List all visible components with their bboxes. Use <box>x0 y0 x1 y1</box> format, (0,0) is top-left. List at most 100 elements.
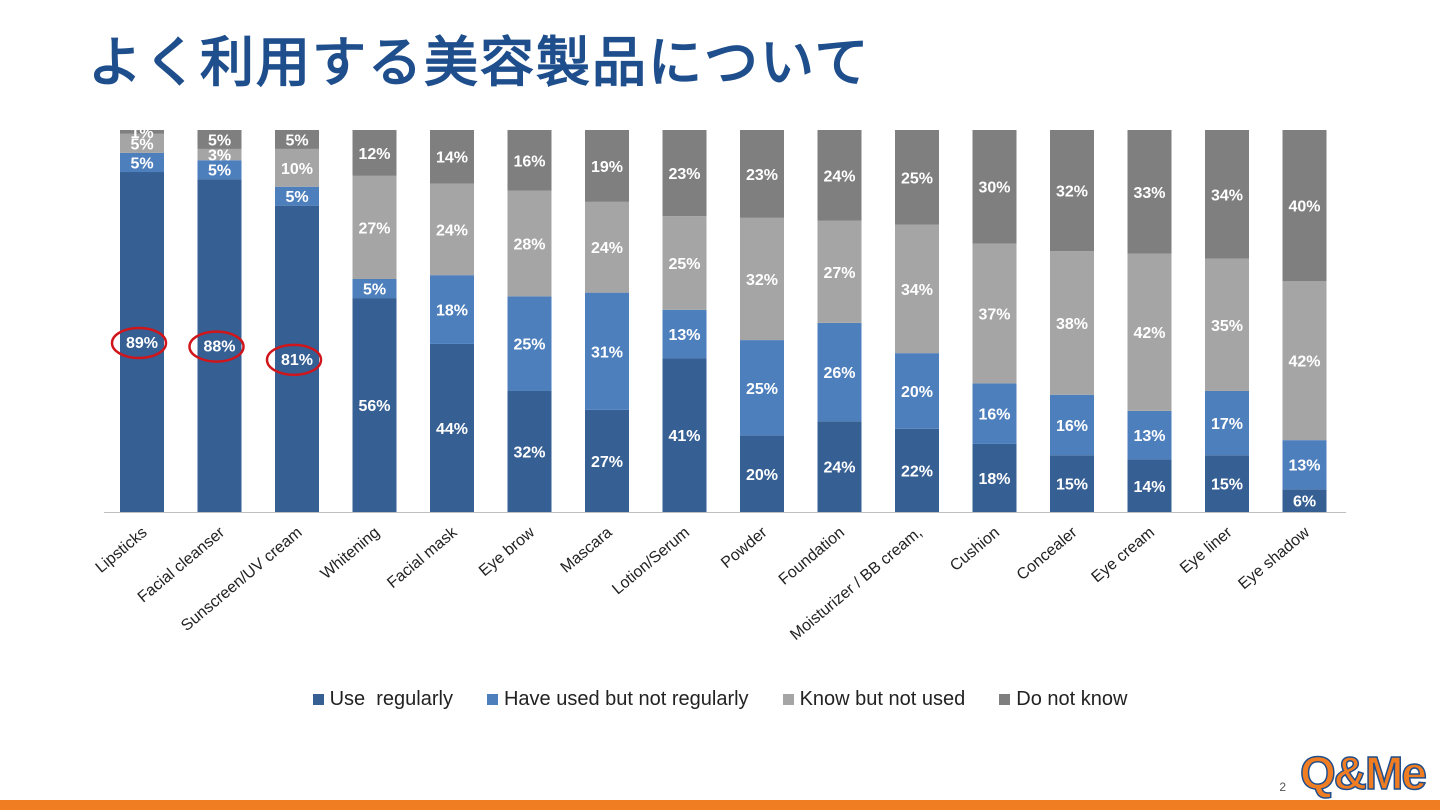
bar-segment <box>585 201 629 293</box>
bar-stack: 89%5%5%1% <box>120 125 164 512</box>
bar-stack: 14% 13% 42% 33% <box>1127 130 1172 512</box>
data-label: 19% <box>591 159 623 176</box>
data-label: 22% <box>901 463 933 480</box>
bar-stack: 18% 16% 37% 30% <box>972 130 1017 512</box>
data-label: 20% <box>746 467 778 484</box>
category-label: Facial mask <box>384 523 461 592</box>
bar-segment <box>120 152 164 173</box>
bar-stack: 15% 16% 38% 32% <box>1050 130 1094 512</box>
bar-segment <box>1282 281 1327 441</box>
bar-segment <box>740 435 784 512</box>
data-label: 89% <box>126 335 158 352</box>
bar-segment <box>120 130 164 134</box>
data-label: 14% <box>436 150 468 167</box>
bar-stack: 6% 13% 42% 40% <box>1282 130 1327 512</box>
category-label: Eye cream <box>1089 524 1159 586</box>
bar-segment <box>275 205 319 513</box>
data-label: 25% <box>668 256 700 273</box>
data-label: 15% <box>1056 477 1088 494</box>
bar-segment <box>507 130 552 191</box>
bar-segment <box>1282 440 1327 490</box>
bar-segment <box>972 243 1017 384</box>
data-label: 28% <box>513 236 545 253</box>
data-label: 23% <box>746 167 778 184</box>
data-label: 24% <box>823 460 855 477</box>
bar-segment <box>120 172 164 512</box>
bar-segment <box>430 275 474 344</box>
bar-segment <box>1127 410 1172 460</box>
legend-label: Have used but not regularly <box>503 688 749 710</box>
bar-segment <box>817 421 862 512</box>
data-label: 20% <box>901 384 933 401</box>
legend-label: Know but not used <box>799 688 966 710</box>
data-label: 15% <box>1211 477 1243 494</box>
bar-segment <box>972 443 1017 512</box>
data-label: 24% <box>436 222 468 239</box>
data-label: 24% <box>591 240 623 257</box>
legend-label: Use regularly <box>329 688 453 710</box>
bar-segment <box>430 183 474 276</box>
bar-segment <box>507 390 552 512</box>
data-label: 34% <box>901 282 933 299</box>
category-label: Concealer <box>1014 524 1081 584</box>
data-label: 32% <box>746 272 778 289</box>
bar-segment <box>1050 130 1094 252</box>
category-label: Eye shadow <box>1235 524 1313 593</box>
bar-segment <box>507 296 552 391</box>
data-label: 13% <box>1288 458 1320 475</box>
category-label: Powder <box>718 524 771 572</box>
data-label: 41% <box>668 428 700 445</box>
legend-item-use-regularly: Use regularly <box>312 688 453 711</box>
data-label: 18% <box>436 303 468 320</box>
bar-stack: 27% 31% 24% 19% <box>585 130 629 512</box>
bar-segment <box>1205 258 1249 391</box>
data-label: 24% <box>823 168 855 185</box>
logo-text: Q&Me <box>1300 747 1426 799</box>
bar-segment <box>585 292 629 410</box>
data-label: 5% <box>208 132 231 149</box>
category-label: Cushion <box>947 524 1003 575</box>
page-title: よく利用する美容製品について <box>88 31 871 94</box>
data-label: 10% <box>281 161 313 178</box>
data-label: 12% <box>358 146 390 163</box>
bar-segment <box>1050 251 1094 395</box>
bar-segment <box>740 340 784 436</box>
bar-segment <box>895 130 939 225</box>
data-label: 26% <box>823 365 855 382</box>
data-label: 5% <box>285 189 308 206</box>
legend-swatch <box>486 694 498 705</box>
data-label: 32% <box>513 444 545 461</box>
bar-segment <box>817 322 862 422</box>
data-label: 17% <box>1211 416 1243 433</box>
bottom-accent-bar <box>0 800 1440 810</box>
data-label: 5% <box>208 163 231 180</box>
data-label: 37% <box>978 306 1010 323</box>
bar-segment <box>662 216 707 310</box>
bar-segment <box>1050 455 1094 512</box>
legend-label: Do not know <box>1016 688 1128 710</box>
category-label: Lotion/Serum <box>609 524 693 598</box>
data-label: 5% <box>285 132 308 149</box>
data-label: 40% <box>1288 199 1320 216</box>
legend-swatch <box>782 694 794 705</box>
data-label: 27% <box>591 454 623 471</box>
highlight-ellipse <box>110 326 168 360</box>
legend-item-know-not-used: Know but not used <box>782 688 966 711</box>
data-label: 56% <box>358 398 390 415</box>
page-number: 2 <box>1279 780 1286 794</box>
data-label: 25% <box>746 381 778 398</box>
bar-segment <box>197 148 242 161</box>
bar-stack: 24% 26% 27% 24% <box>817 130 862 512</box>
legend-item-have-used: Have used but not regularly <box>486 688 749 711</box>
bar-segment <box>1205 455 1249 512</box>
bar-segment <box>352 298 397 512</box>
bar-segment <box>662 358 707 512</box>
bar-stack: 81% 5% 10% 5% <box>275 130 319 513</box>
data-label: 27% <box>823 265 855 282</box>
data-label: 25% <box>513 337 545 354</box>
data-label: 38% <box>1056 316 1088 333</box>
chart-legend: Use regularly Have used but not regularl… <box>0 688 1440 711</box>
data-label: 16% <box>1056 418 1088 435</box>
category-label: Moisturizer / BB cream, <box>787 524 925 644</box>
bar-stack: 44% 18% 24% 14% <box>430 130 474 512</box>
